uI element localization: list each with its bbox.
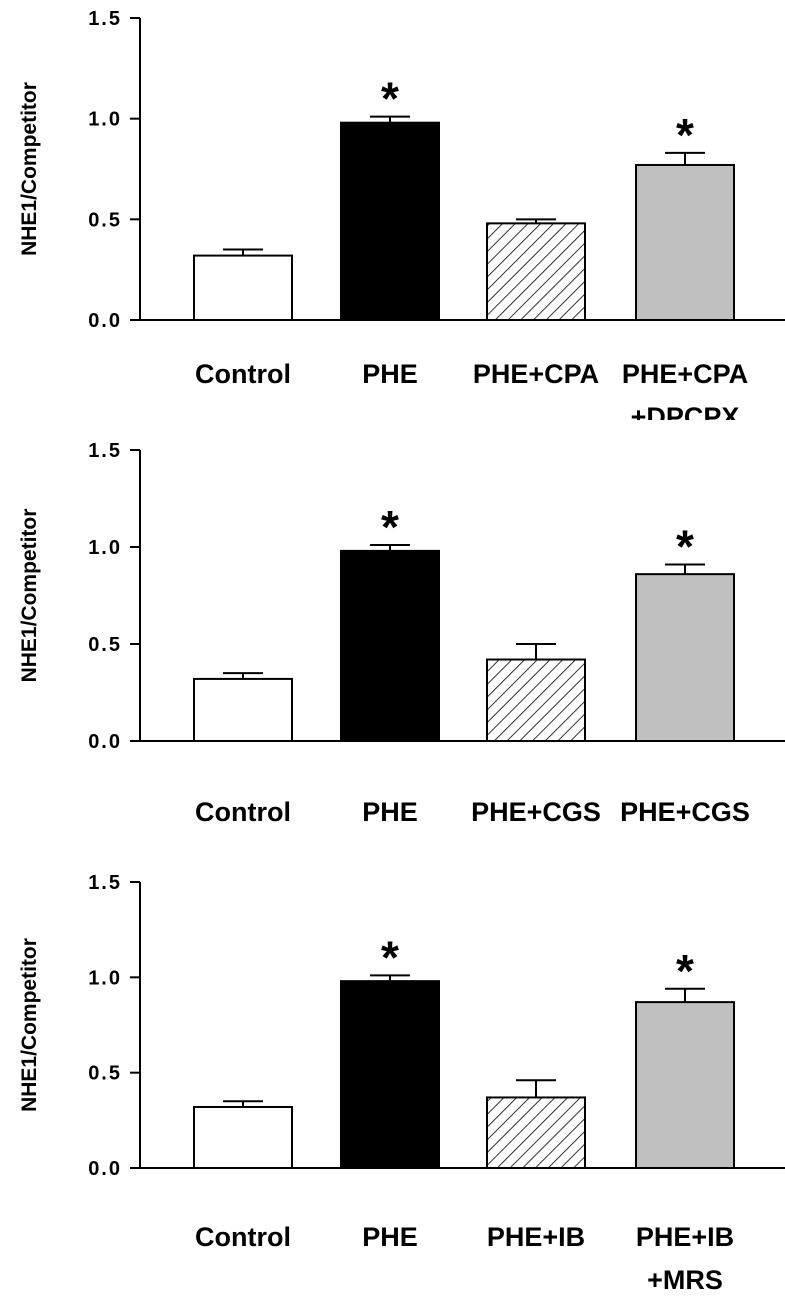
category-label: Control [195, 359, 291, 389]
bar [486, 1096, 586, 1170]
bar [635, 1001, 735, 1169]
category-label: PHE [362, 359, 418, 389]
bar [193, 254, 293, 321]
y-axis-title: NHE1/Competitor [18, 509, 41, 683]
y-tick-label: 0.0 [88, 310, 122, 332]
category-label: PHE+CPA [622, 359, 748, 389]
y-tick-label: 0.5 [88, 209, 122, 231]
chart-panel-3: 0.0 0.5 1.0 1.5 NHE1/Competitor Control * PHE PH… [0, 850, 785, 1307]
category-label: Control [195, 797, 291, 827]
category-label: PHE+CGS [471, 797, 601, 827]
category-label: Control [195, 1222, 291, 1252]
y-tick-label: 1.0 [88, 109, 122, 131]
significance-star: * [676, 520, 694, 572]
category-label: PHE+CGS [620, 797, 750, 827]
bar [340, 549, 440, 742]
category-label: +DPCPX [631, 402, 740, 420]
significance-star: * [381, 501, 399, 553]
bar [193, 677, 293, 743]
bar [340, 980, 440, 1169]
category-label: PHE [362, 797, 418, 827]
category-label: PHE+CPA [473, 359, 599, 389]
bar-chart-1: 0.0 0.5 1.0 1.5 NHE1/Competitor Control * PHE PH… [18, 8, 785, 420]
bar [486, 222, 586, 321]
y-tick-label: 0.5 [88, 634, 122, 656]
y-axis-title: NHE1/Competitor [18, 82, 41, 256]
chart-panel-1: 0.0 0.5 1.0 1.5 NHE1/Competitor Control * PHE PH… [0, 0, 785, 420]
y-tick-label: 0.0 [88, 1158, 122, 1180]
significance-star: * [676, 109, 694, 161]
y-tick-label: 1.5 [88, 872, 122, 894]
y-tick-label: 1.0 [88, 967, 122, 989]
bar [340, 121, 440, 322]
category-label: +MRS [647, 1265, 723, 1295]
y-tick-label: 0.0 [88, 731, 122, 753]
y-tick-label: 1.5 [88, 440, 122, 462]
category-label: PHE+IB [636, 1222, 734, 1252]
y-tick-label: 0.5 [88, 1063, 122, 1085]
chart-panel-2: 0.0 0.5 1.0 1.5 NHE1/Competitor Control * PHE PH… [0, 420, 785, 850]
bar [635, 573, 735, 742]
significance-star: * [381, 931, 399, 983]
bar [193, 1105, 293, 1169]
category-label: PHE [362, 1222, 418, 1252]
bar [486, 658, 586, 743]
significance-star: * [381, 73, 399, 125]
bar-chart-3: 0.0 0.5 1.0 1.5 NHE1/Competitor Control * PHE PH… [18, 872, 785, 1295]
bar-chart-2: 0.0 0.5 1.0 1.5 NHE1/Competitor Control * PHE PH… [18, 440, 785, 827]
category-label: PHE+IB [487, 1222, 585, 1252]
significance-star: * [676, 945, 694, 997]
y-axis-title: NHE1/Competitor [18, 938, 41, 1112]
bar [635, 163, 735, 321]
y-tick-label: 1.0 [88, 537, 122, 559]
y-tick-label: 1.5 [88, 8, 122, 30]
